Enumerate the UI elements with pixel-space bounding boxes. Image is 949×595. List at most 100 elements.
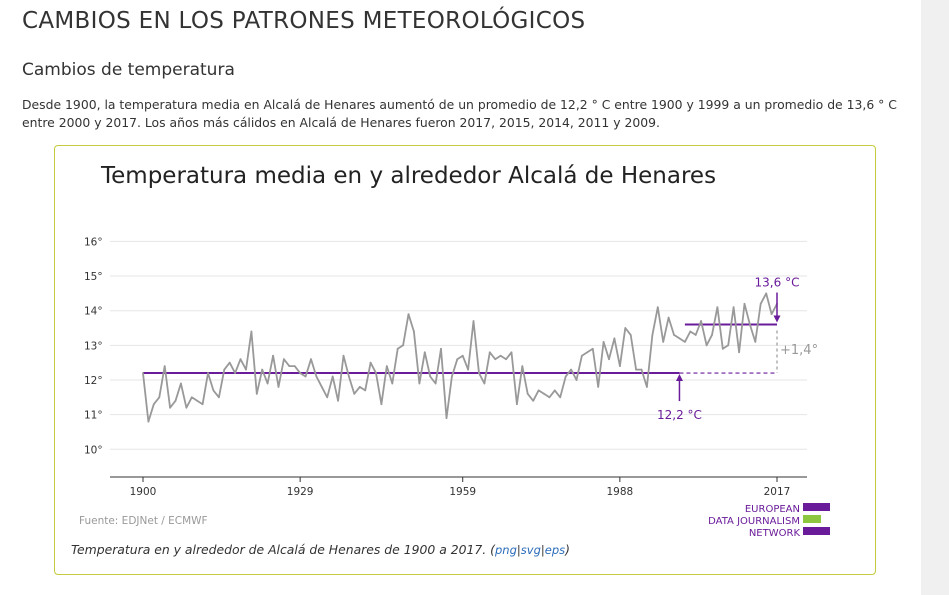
data-point: [190, 396, 193, 399]
edjnet-logo: EUROPEAN DATA JOURNALISM NETWORK: [708, 503, 830, 539]
data-point: [548, 396, 551, 399]
data-point: [228, 361, 231, 364]
page-heading: CAMBIOS EN LOS PATRONES METEOROLÓGICOS: [22, 8, 586, 34]
data-point: [272, 354, 274, 357]
data-point: [700, 320, 703, 322]
data-point: [629, 334, 632, 336]
data-point: [250, 330, 253, 333]
y-tick-label: 14°: [84, 306, 103, 318]
chart-caption: Temperatura en y alrededor de Alcalá de …: [71, 542, 570, 557]
data-point: [369, 361, 372, 364]
data-point: [456, 358, 459, 361]
data-point: [445, 417, 448, 419]
data-point: [597, 386, 600, 388]
data-point: [472, 320, 475, 322]
download-png-link[interactable]: png: [495, 543, 517, 557]
logo-bar-1: [803, 503, 830, 511]
data-point: [375, 372, 377, 374]
data-point: [683, 340, 686, 343]
data-point: [608, 358, 610, 361]
difference-label: +1,4°: [780, 343, 818, 358]
data-point: [526, 392, 529, 395]
data-point: [499, 354, 502, 357]
y-tick-label: 16°: [84, 236, 103, 248]
data-point: [689, 330, 692, 333]
data-point: [515, 403, 518, 406]
data-point: [282, 358, 285, 361]
temperature-series-line: [142, 292, 778, 423]
data-point: [581, 354, 583, 357]
data-point: [461, 354, 464, 357]
download-eps-link[interactable]: eps: [544, 543, 566, 557]
avg-1-label: 12,2 °C: [657, 408, 702, 422]
data-point: [505, 358, 507, 361]
data-point: [716, 306, 719, 309]
data-point: [304, 375, 307, 378]
data-point: [721, 347, 724, 350]
data-point: [478, 372, 480, 374]
data-point: [413, 330, 415, 333]
x-tick-label: 1929: [287, 486, 314, 498]
avg-1-arrowhead: [675, 374, 683, 382]
data-point: [537, 389, 540, 392]
page-gutter: [921, 0, 949, 595]
data-point: [559, 396, 562, 399]
x-tick-label: 1900: [130, 486, 157, 498]
data-point: [591, 347, 594, 350]
data-point: [396, 347, 399, 350]
data-point: [310, 358, 312, 361]
data-point: [651, 334, 654, 336]
data-point: [440, 347, 442, 350]
intro-paragraph: Desde 1900, la temperatura media en Alca…: [22, 97, 897, 130]
x-tick-label: 2017: [764, 486, 791, 498]
logo-line-2: DATA JOURNALISM: [708, 516, 800, 527]
data-point: [678, 337, 681, 340]
data-point: [380, 403, 383, 406]
data-point: [765, 292, 768, 295]
y-tick-label: 11°: [84, 410, 103, 422]
data-point: [320, 386, 323, 388]
data-point: [532, 399, 535, 402]
data-point: [732, 306, 735, 309]
data-point: [467, 368, 470, 371]
logo-bar-2: [803, 515, 821, 523]
data-point: [299, 372, 302, 374]
data-point: [635, 368, 638, 371]
data-point: [727, 344, 730, 347]
x-tick-label: 1988: [606, 486, 633, 498]
avg-2-label: 13,6 °C: [755, 276, 800, 290]
data-point: [749, 323, 751, 326]
data-point: [353, 392, 356, 395]
data-point: [212, 389, 215, 392]
data-point: [185, 406, 188, 409]
data-point: [207, 372, 209, 374]
data-point: [201, 403, 204, 406]
data-point: [293, 365, 296, 368]
data-point: [174, 399, 177, 402]
data-point: [705, 344, 708, 347]
data-point: [694, 334, 697, 336]
data-point: [142, 372, 144, 374]
data-point: [575, 379, 578, 381]
data-point: [158, 396, 161, 399]
data-point: [147, 420, 150, 423]
data-point: [564, 375, 567, 378]
y-tick-label: 10°: [84, 444, 103, 456]
data-point: [402, 344, 405, 347]
data-point: [673, 334, 675, 336]
data-point: [640, 368, 643, 371]
download-svg-link[interactable]: svg: [520, 543, 541, 557]
data-point: [358, 386, 361, 388]
data-point: [423, 351, 426, 354]
data-point: [407, 313, 410, 316]
data-point: [348, 375, 350, 378]
data-point: [418, 382, 421, 385]
data-point: [434, 382, 437, 385]
caption-open-paren: (: [490, 542, 495, 557]
data-point: [743, 302, 746, 305]
data-point: [337, 399, 339, 402]
data-point: [169, 406, 171, 409]
logo-line-1: EUROPEAN: [745, 504, 800, 515]
avg-2-arrowhead: [773, 315, 781, 323]
data-point: [656, 306, 659, 309]
